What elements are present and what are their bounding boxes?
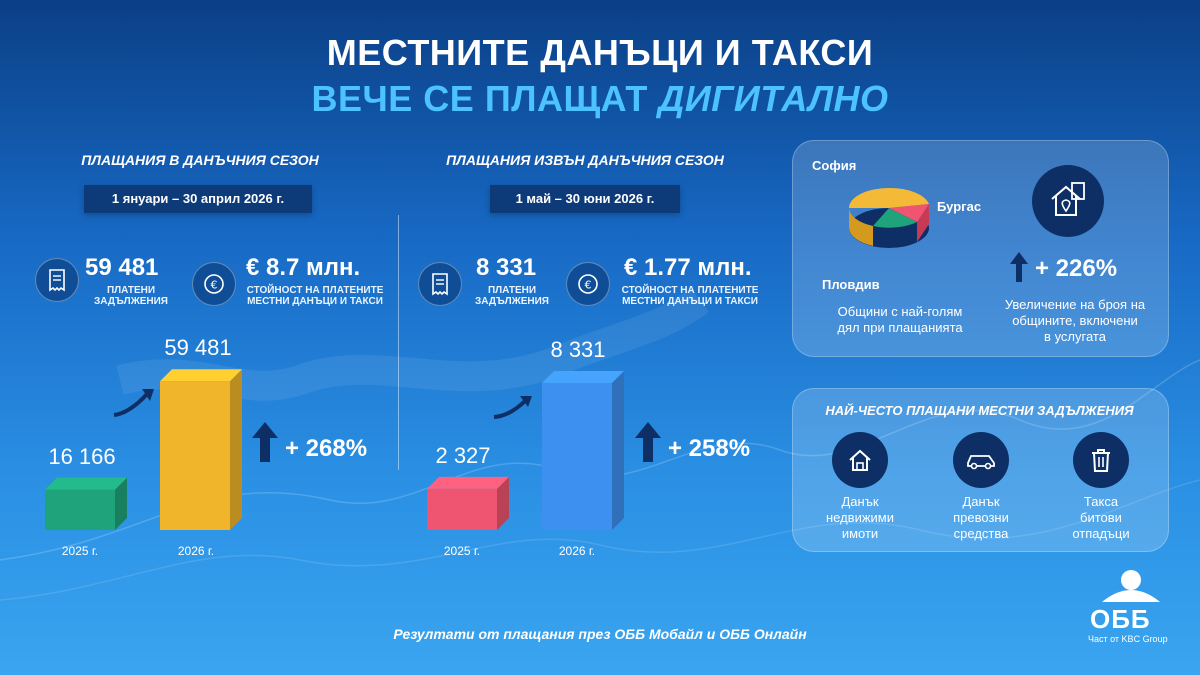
right-section-title: ПЛАЩАНИЯ ИЗВЪН ДАНЪЧНИЯ СЕЗОН <box>446 152 724 168</box>
frequent-item-vehicle-1: Данък <box>962 494 1000 509</box>
receipt-icon <box>418 262 462 306</box>
frequent-item-vehicle: Данък превозни средства <box>936 494 1026 542</box>
pie-label-burgas: Бургас <box>937 199 982 214</box>
svg-text:€: € <box>585 279 592 292</box>
right-amount-label-1: СТОЙНОСТ НА ПЛАТЕНИТЕ <box>621 285 759 296</box>
municipalities-caption-1: Увеличение на броя на <box>1004 297 1146 312</box>
right-payments-label-1: ПЛАТЕНИ <box>487 285 537 296</box>
trash-icon <box>1073 432 1129 488</box>
frequent-item-property-1: Данък <box>841 494 879 509</box>
pie-label-plovdiv: Пловдив <box>822 277 880 292</box>
section-divider <box>398 215 399 470</box>
logo-subtitle: Част от KBC Group <box>1088 634 1168 644</box>
bar-1-1 <box>542 370 624 530</box>
right-growth: + 258% <box>668 435 751 462</box>
up-arrow-icon <box>635 422 661 462</box>
receipt-icon <box>35 258 79 302</box>
right-payments-label: ПЛАТЕНИ ЗАДЪЛЖЕНИЯ <box>467 285 557 307</box>
right-amount: € 1.77 млн. <box>624 254 752 281</box>
cities-caption-2: дял при плащанията <box>837 320 963 335</box>
up-arrow-icon <box>252 422 278 462</box>
municipalities-caption-3: в услугата <box>1044 329 1106 344</box>
municipalities-caption: Увеличение на броя на общините, включени… <box>990 297 1160 345</box>
bar-charts <box>45 369 624 530</box>
frequent-item-property-3: имоти <box>841 526 879 541</box>
bar-year-left-2025: 2025 г. <box>61 544 99 558</box>
left-growth: + 268% <box>285 435 368 462</box>
title-line-2-a: ВЕЧЕ СЕ ПЛАЩАТ <box>311 78 659 119</box>
bar-year-right-2025: 2025 г. <box>443 544 481 558</box>
cities-caption-1: Общини с най-голям <box>837 304 963 319</box>
euro-coins-icon: € <box>192 262 236 306</box>
frequent-item-vehicle-2: превозни <box>953 510 1009 525</box>
bar-value-left-2026: 59 481 <box>164 335 232 361</box>
frequent-card-title: НАЙ-ЧЕСТО ПЛАЩАНИ МЕСТНИ ЗАДЪЛЖЕНИЯ <box>825 403 1134 418</box>
pie-3d-icon <box>849 187 930 248</box>
bar-value-right-2025: 2 327 <box>435 442 491 468</box>
logo-name: ОББ <box>1090 604 1151 634</box>
right-payments-count: 8 331 <box>476 254 537 281</box>
left-payments-label: ПЛАТЕНИ ЗАДЪЛЖЕНИЯ <box>86 285 176 307</box>
cities-caption: Общини с най-голям дял при плащанията <box>810 304 990 336</box>
right-amount-label: СТОЙНОСТ НА ПЛАТЕНИТЕ МЕСТНИ ДАНЪЦИ И ТА… <box>615 285 765 307</box>
municipality-pin-icon <box>1032 165 1104 237</box>
title-line-2: ВЕЧЕ СЕ ПЛАЩАТ ДИГИТАЛНО <box>0 78 1200 120</box>
frequent-item-waste-3: отпадъци <box>1072 526 1130 541</box>
right-period-chip: 1 май – 30 юни 2026 г. <box>490 185 680 213</box>
municipalities-caption-2: общините, включени <box>1012 313 1138 328</box>
municipalities-growth: + 226% <box>1035 255 1118 282</box>
left-amount-label-2: МЕСТНИ ДАНЪЦИ И ТАКСИ <box>247 296 383 307</box>
title-line-2-b: ДИГИТАЛНО <box>658 78 889 119</box>
curved-arrow-icon <box>493 396 532 419</box>
bar-0-0 <box>45 477 127 530</box>
left-payments-label-1: ПЛАТЕНИ <box>106 285 156 296</box>
right-payments-label-2: ЗАДЪЛЖЕНИЯ <box>475 296 549 307</box>
right-amount-label-2: МЕСТНИ ДАНЪЦИ И ТАКСИ <box>622 296 758 307</box>
left-section-title: ПЛАЩАНИЯ В ДАНЪЧНИЯ СЕЗОН <box>81 152 319 168</box>
bar-value-left-2025: 16 166 <box>48 443 116 469</box>
up-arrow-icon <box>1010 252 1028 282</box>
left-period-chip: 1 януари – 30 април 2026 г. <box>84 185 312 213</box>
frequent-item-property-2: недвижими <box>825 510 895 525</box>
left-payments-count: 59 481 <box>85 254 159 281</box>
frequent-item-waste-1: Такса <box>1083 494 1119 509</box>
bar-year-right-2026: 2026 г. <box>558 544 596 558</box>
frequent-item-vehicle-3: средства <box>953 526 1009 541</box>
bar-1-0 <box>427 476 509 530</box>
euro-coins-icon: € <box>566 262 610 306</box>
bar-value-right-2026: 8 331 <box>550 336 606 362</box>
frequent-item-waste: Такса битови отпадъци <box>1056 494 1146 542</box>
footer-note: Резултати от плащания през ОББ Мобайл и … <box>393 626 807 642</box>
title-line-1: МЕСТНИТЕ ДАНЪЦИ И ТАКСИ <box>326 32 874 73</box>
bar-year-left-2026: 2026 г. <box>177 544 215 558</box>
house-icon <box>832 432 888 488</box>
curved-arrow-icon <box>113 389 154 417</box>
bar-0-1 <box>160 369 242 530</box>
pie-label-sofia: София <box>812 158 857 173</box>
car-icon <box>953 432 1009 488</box>
logo-mark <box>1102 570 1160 602</box>
left-amount: € 8.7 млн. <box>246 254 361 281</box>
left-payments-label-2: ЗАДЪЛЖЕНИЯ <box>94 296 168 307</box>
cities-card <box>792 140 1169 357</box>
frequent-item-property: Данък недвижими имоти <box>815 494 905 542</box>
frequent-item-waste-2: битови <box>1080 510 1122 525</box>
left-amount-label-1: СТОЙНОСТ НА ПЛАТЕНИТЕ <box>246 285 384 296</box>
svg-text:€: € <box>211 279 218 292</box>
left-amount-label: СТОЙНОСТ НА ПЛАТЕНИТЕ МЕСТНИ ДАНЪЦИ И ТА… <box>240 285 390 307</box>
